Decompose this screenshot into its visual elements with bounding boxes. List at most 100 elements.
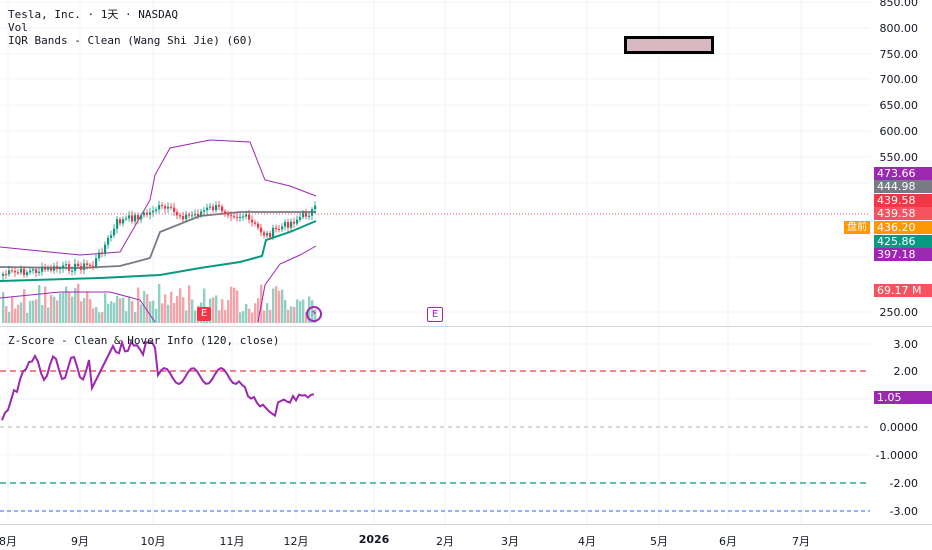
volume-bar [188, 285, 191, 323]
price-tag: 439.58 [874, 207, 932, 220]
candle-body [20, 268, 23, 273]
candle-body [248, 214, 251, 220]
earnings-marker-1[interactable]: E [197, 307, 211, 321]
volume-bar [32, 300, 35, 323]
volume-bar [92, 308, 95, 323]
candle-body [74, 263, 77, 271]
time-axis-label: 3月 [501, 535, 519, 548]
volume-bar [257, 298, 260, 323]
price-axis-label: 250.00 [879, 306, 919, 319]
volume-bar [227, 300, 230, 323]
candle-body [56, 266, 59, 270]
candle-body [155, 209, 158, 211]
candle-body [314, 205, 317, 210]
volume-bar [146, 294, 149, 323]
volume-bar [80, 301, 83, 323]
symbol-title[interactable]: Tesla, Inc. · 1天 · NASDAQ [8, 8, 178, 21]
volume-bar [50, 294, 53, 323]
candle-body [305, 212, 308, 217]
candle-body [2, 273, 5, 276]
volume-bar [224, 310, 227, 323]
volume-bar [62, 292, 65, 323]
candle-body [278, 229, 281, 231]
price-tag: 439.58 [874, 194, 932, 207]
dividend-marker-icon[interactable]: ⚡ [306, 306, 322, 322]
volume-bar [239, 312, 242, 323]
volume-bar [149, 301, 152, 323]
volume-bar [47, 307, 50, 323]
candle-body [293, 221, 296, 224]
volume-bar [251, 312, 254, 323]
candle-body [164, 206, 167, 209]
candle-body [263, 232, 266, 236]
volume-bar [23, 289, 26, 323]
candle-body [179, 215, 182, 217]
volume-bar [59, 293, 62, 323]
pane-divider[interactable] [0, 326, 932, 327]
time-axis-label: 2月 [436, 535, 454, 548]
time-axis-label: 8月 [0, 535, 17, 548]
candle-body [290, 221, 293, 228]
candle-body [161, 205, 164, 207]
volume-bar [203, 288, 206, 323]
drawing-rectangle[interactable] [624, 36, 714, 54]
volume-bar [161, 303, 164, 323]
candle-body [80, 266, 83, 270]
volume-bar [44, 286, 47, 323]
candle-body [62, 265, 65, 269]
candle-body [251, 219, 254, 223]
premarket-tag: 盘前 [844, 221, 870, 234]
iqr-legend[interactable]: IQR Bands - Clean (Wang Shi Jie) (60) [8, 34, 254, 47]
candle-body [272, 227, 275, 238]
candle-body [29, 270, 32, 273]
volume-bar [242, 311, 245, 323]
candle-body [257, 223, 260, 228]
candle-body [68, 264, 71, 271]
candle-body [221, 206, 224, 212]
volume-bar [128, 296, 131, 323]
zscore-axis-label: 0.0000 [879, 421, 919, 434]
volume-bar [11, 296, 14, 323]
candle-body [47, 267, 50, 270]
candle-body [32, 269, 35, 271]
candle-body [134, 215, 137, 222]
volume-bar [221, 299, 224, 323]
volume-bar [179, 288, 182, 323]
candle-body [89, 264, 92, 266]
zscore-value-tag: 1.05 [874, 391, 932, 404]
zscore-line [1, 338, 315, 421]
candle-body [194, 213, 197, 216]
candle-body [53, 266, 56, 271]
candle-body [140, 215, 143, 220]
price-pane[interactable] [0, 0, 870, 326]
zscore-legend[interactable]: Z-Score - Clean & Hover Info (120, close… [8, 334, 280, 347]
candle-body [206, 207, 209, 211]
candle-body [245, 214, 248, 217]
volume-bar [101, 311, 104, 323]
volume-bar [83, 297, 86, 323]
price-axis-label: 750.00 [879, 48, 919, 61]
volume-bar [29, 300, 32, 323]
zscore-pane[interactable] [0, 328, 870, 524]
candle-body [65, 264, 68, 266]
volume-bar [254, 303, 257, 323]
candle-body [71, 270, 74, 272]
candle-body [104, 244, 107, 254]
earnings-marker-2[interactable]: E [427, 307, 443, 322]
volume-bar [152, 300, 155, 323]
candle-body [137, 215, 140, 220]
volume-bar [185, 310, 188, 323]
candle-body [197, 213, 200, 216]
candle-body [269, 233, 272, 238]
candle-body [275, 227, 278, 230]
volume-bar [155, 308, 158, 323]
candle-body [14, 271, 17, 273]
volume-bar [281, 289, 284, 323]
price-tag: 473.66 [874, 167, 932, 180]
candle-body [191, 215, 194, 217]
candle-body [44, 266, 47, 270]
candle-body [17, 272, 20, 274]
volume-legend[interactable]: Vol [8, 21, 28, 34]
candle-body [173, 207, 176, 212]
